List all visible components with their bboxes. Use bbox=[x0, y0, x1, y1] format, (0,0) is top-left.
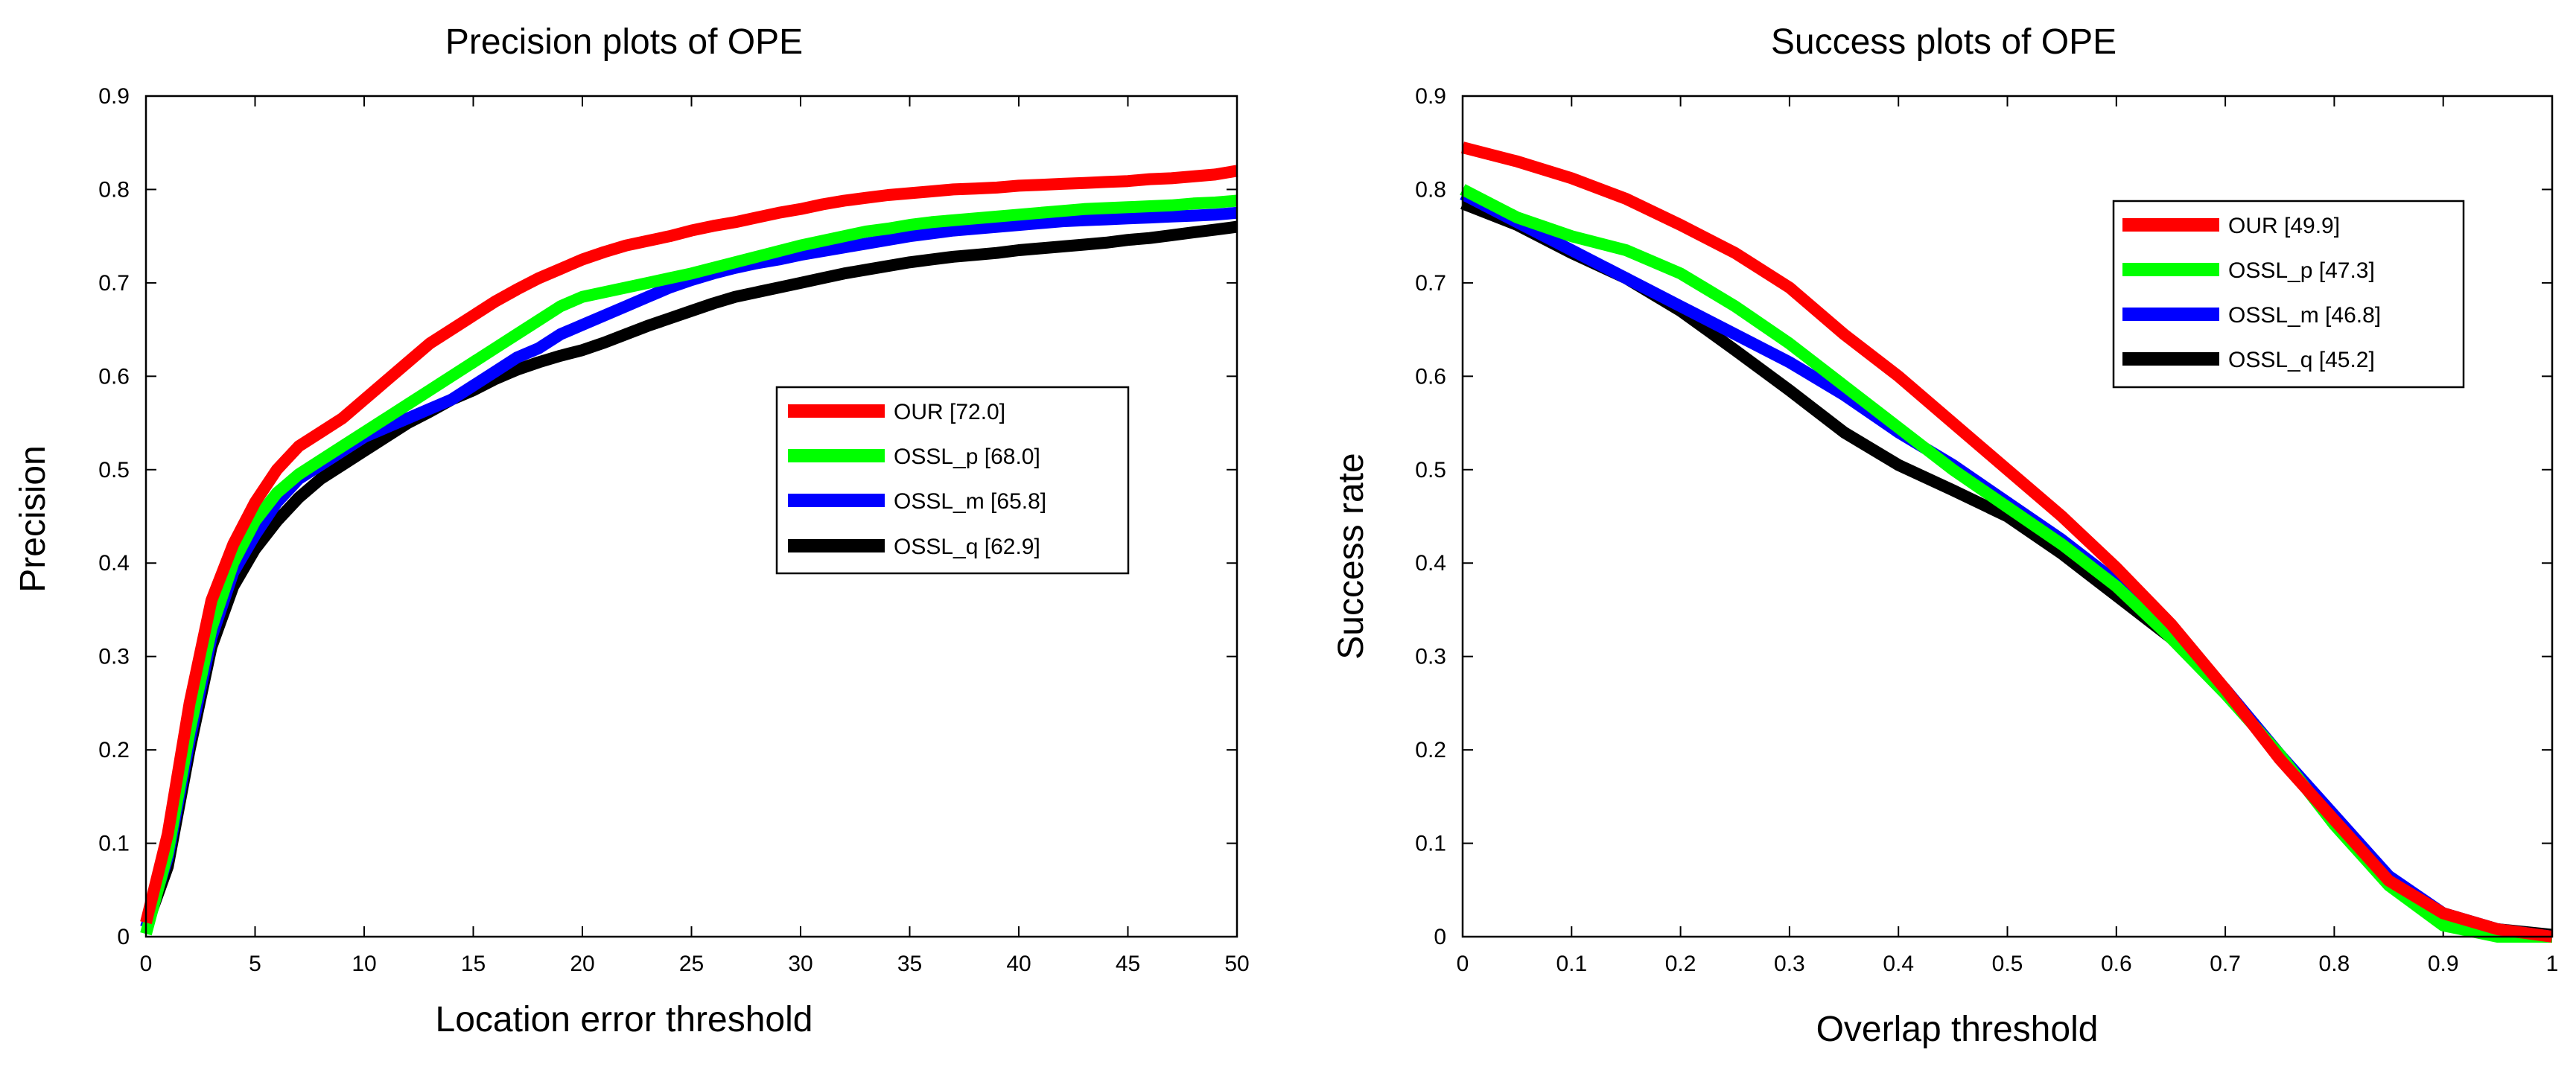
precision-plot-xlabel: Location error threshold bbox=[436, 1000, 813, 1039]
success-plot-title: Success plots of OPE bbox=[1771, 22, 2117, 62]
success-ytick-label: 0.8 bbox=[1415, 177, 1446, 202]
success-ytick-label: 0.1 bbox=[1415, 832, 1446, 856]
precision-plot-frame bbox=[144, 95, 1238, 938]
precision-xtick-label: 45 bbox=[1116, 952, 1140, 976]
precision-ytick-label: 0.1 bbox=[98, 832, 130, 856]
precision-ytick-label: 0.3 bbox=[98, 645, 130, 669]
success-ytick-label: 0.7 bbox=[1415, 271, 1446, 296]
success-plot-frame bbox=[1461, 95, 2554, 938]
legend-label-ossl-q: OSSL_q [62.9] bbox=[894, 535, 1040, 559]
precision-ytick-label: 0.6 bbox=[98, 364, 130, 389]
success-xtick-label: 0.9 bbox=[2428, 952, 2459, 976]
success-ytick-label: 0 bbox=[1434, 925, 1446, 949]
precision-series-ossl-q bbox=[140, 220, 1238, 930]
success-plot-xlabel: Overlap threshold bbox=[1816, 1010, 2099, 1049]
precision-xtick-label: 15 bbox=[461, 952, 486, 976]
success-xtick-label: 0.6 bbox=[2101, 952, 2132, 976]
success-xtick-label: 0 bbox=[1457, 952, 1469, 976]
success-xtick-label: 0.3 bbox=[1774, 952, 1805, 976]
precision-xtick-label: 10 bbox=[352, 952, 376, 976]
success-series-our bbox=[1461, 141, 2554, 943]
success-plot-ylabel: Success rate bbox=[1332, 453, 1371, 659]
success-plot: Success plots of OPE Overlap threshold S… bbox=[1332, 22, 2558, 1049]
success-xtick-label: 0.4 bbox=[1883, 952, 1914, 976]
success-xtick-label: 0.5 bbox=[1992, 952, 2023, 976]
precision-xtick-label: 0 bbox=[140, 952, 153, 976]
precision-plot-ylabel: Precision bbox=[13, 445, 53, 592]
success-xtick-label: 1 bbox=[2546, 952, 2559, 976]
success-xtick-label: 0.8 bbox=[2319, 952, 2350, 976]
precision-plot-ticks: 0 5 10 15 20 25 30 35 40 45 50 0 0.1 0.2 0.3 0.4 0.5 0.6 0… bbox=[98, 84, 1249, 976]
precision-ytick-label: 0.9 bbox=[98, 84, 130, 109]
success-ytick-label: 0.9 bbox=[1415, 84, 1446, 109]
legend-label-ossl-q: OSSL_q [45.2] bbox=[2228, 348, 2375, 372]
precision-xtick-label: 35 bbox=[897, 952, 922, 976]
precision-ytick-label: 0.5 bbox=[98, 458, 130, 482]
legend-label-our: OUR [49.9] bbox=[2228, 214, 2340, 238]
legend-label-our: OUR [72.0] bbox=[894, 400, 1005, 424]
success-ytick-label: 0.2 bbox=[1415, 738, 1446, 762]
precision-plot-title: Precision plots of OPE bbox=[445, 22, 803, 62]
success-plot-lines bbox=[1460, 141, 2554, 943]
success-ytick-label: 0.5 bbox=[1415, 458, 1446, 482]
precision-xtick-label: 20 bbox=[570, 952, 594, 976]
precision-series-ossl-p bbox=[140, 194, 1238, 936]
precision-ytick-label: 0 bbox=[117, 925, 130, 949]
precision-plot: Precision plots of OPE Location error th… bbox=[13, 22, 1250, 1039]
precision-ytick-label: 0.7 bbox=[98, 271, 130, 296]
success-xtick-label: 0.7 bbox=[2210, 952, 2241, 976]
precision-plot-lines bbox=[140, 165, 1238, 936]
success-xtick-label: 0.1 bbox=[1556, 952, 1587, 976]
success-ytick-label: 0.4 bbox=[1415, 551, 1446, 576]
precision-xtick-label: 50 bbox=[1224, 952, 1249, 976]
precision-ytick-label: 0.2 bbox=[98, 738, 130, 762]
success-plot-legend: OUR [49.9] OSSL_p [47.3] OSSL_m [46.8] O… bbox=[2112, 200, 2465, 389]
precision-xtick-label: 25 bbox=[679, 952, 704, 976]
precision-xtick-label: 30 bbox=[788, 952, 812, 976]
success-ytick-label: 0.3 bbox=[1415, 645, 1446, 669]
precision-series-our bbox=[140, 165, 1238, 925]
precision-ytick-label: 0.4 bbox=[98, 551, 130, 576]
precision-ytick-label: 0.8 bbox=[98, 177, 130, 202]
legend-label-ossl-m: OSSL_m [65.8] bbox=[894, 489, 1046, 514]
precision-xtick-label: 5 bbox=[249, 952, 261, 976]
legend-label-ossl-m: OSSL_m [46.8] bbox=[2228, 303, 2381, 328]
precision-plot-legend: OUR [72.0] OSSL_p [68.0] OSSL_m [65.8] O… bbox=[775, 386, 1130, 575]
legend-label-ossl-p: OSSL_p [68.0] bbox=[894, 445, 1040, 469]
legend-label-ossl-p: OSSL_p [47.3] bbox=[2228, 258, 2375, 283]
success-ytick-label: 0.6 bbox=[1415, 364, 1446, 389]
success-xtick-label: 0.2 bbox=[1665, 952, 1696, 976]
precision-xtick-label: 40 bbox=[1006, 952, 1031, 976]
success-plot-ticks: 0 0.1 0.2 0.3 0.4 0.5 0.6 0.7 0.8 0.9 1 0 0.1 0.2 0.3 0… bbox=[1415, 84, 2558, 976]
